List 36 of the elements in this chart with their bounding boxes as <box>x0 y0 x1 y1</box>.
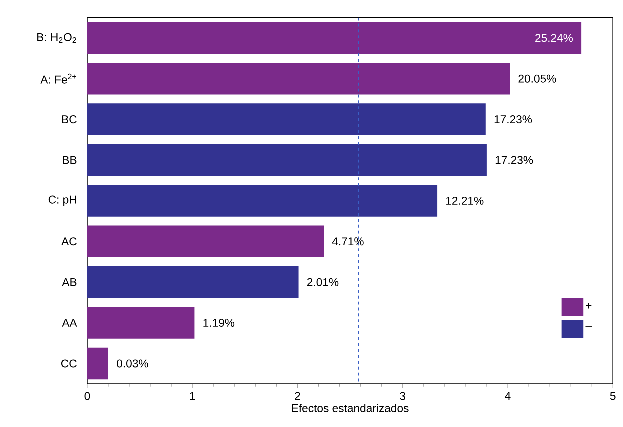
annotation: 0.03% <box>117 360 148 368</box>
annotation: 4.71% <box>332 238 364 246</box>
x-tick-label: 1 <box>190 392 196 400</box>
x-axis-title: Efectos estandarizados <box>292 404 409 413</box>
y-tick-label: AB <box>62 278 77 286</box>
y-tick-label: A: Fe$^{2+}$ <box>40 74 76 84</box>
bar <box>87 348 108 380</box>
y-tick-label: B: H$_{2}$O$_{2}$ <box>38 34 76 44</box>
bar <box>87 104 486 136</box>
y-tick-label: CC <box>62 360 77 368</box>
annotation: 17.23% <box>494 116 532 124</box>
annotation: 12.21% <box>446 197 484 206</box>
x-tick-label: 3 <box>400 392 406 400</box>
bar <box>87 226 324 258</box>
y-tick-label: C: pH <box>48 196 76 206</box>
bar <box>87 185 438 218</box>
annotation: 1.19% <box>204 319 235 328</box>
x-tick-label: 2 <box>295 392 300 400</box>
y-tick-label: BC <box>62 116 77 124</box>
bar <box>87 63 510 95</box>
bar <box>87 307 195 340</box>
y-tick-label: BB <box>63 156 77 164</box>
annotation: 2.01% <box>307 278 339 287</box>
annotation: 25.24% <box>536 34 574 42</box>
legend-label: – <box>586 326 592 328</box>
bar <box>87 266 299 298</box>
bar <box>87 22 582 54</box>
y-tick-label: AA <box>62 319 78 328</box>
y-tick-label: AC <box>62 238 77 246</box>
x-tick-label: 5 <box>610 392 616 400</box>
annotation: 20.05% <box>518 75 556 84</box>
x-tick-label: 4 <box>505 392 511 400</box>
x-tick-label: 0 <box>84 392 90 400</box>
bar <box>87 144 487 176</box>
legend-label: + <box>586 303 592 309</box>
annotation: 17.23% <box>496 156 534 164</box>
